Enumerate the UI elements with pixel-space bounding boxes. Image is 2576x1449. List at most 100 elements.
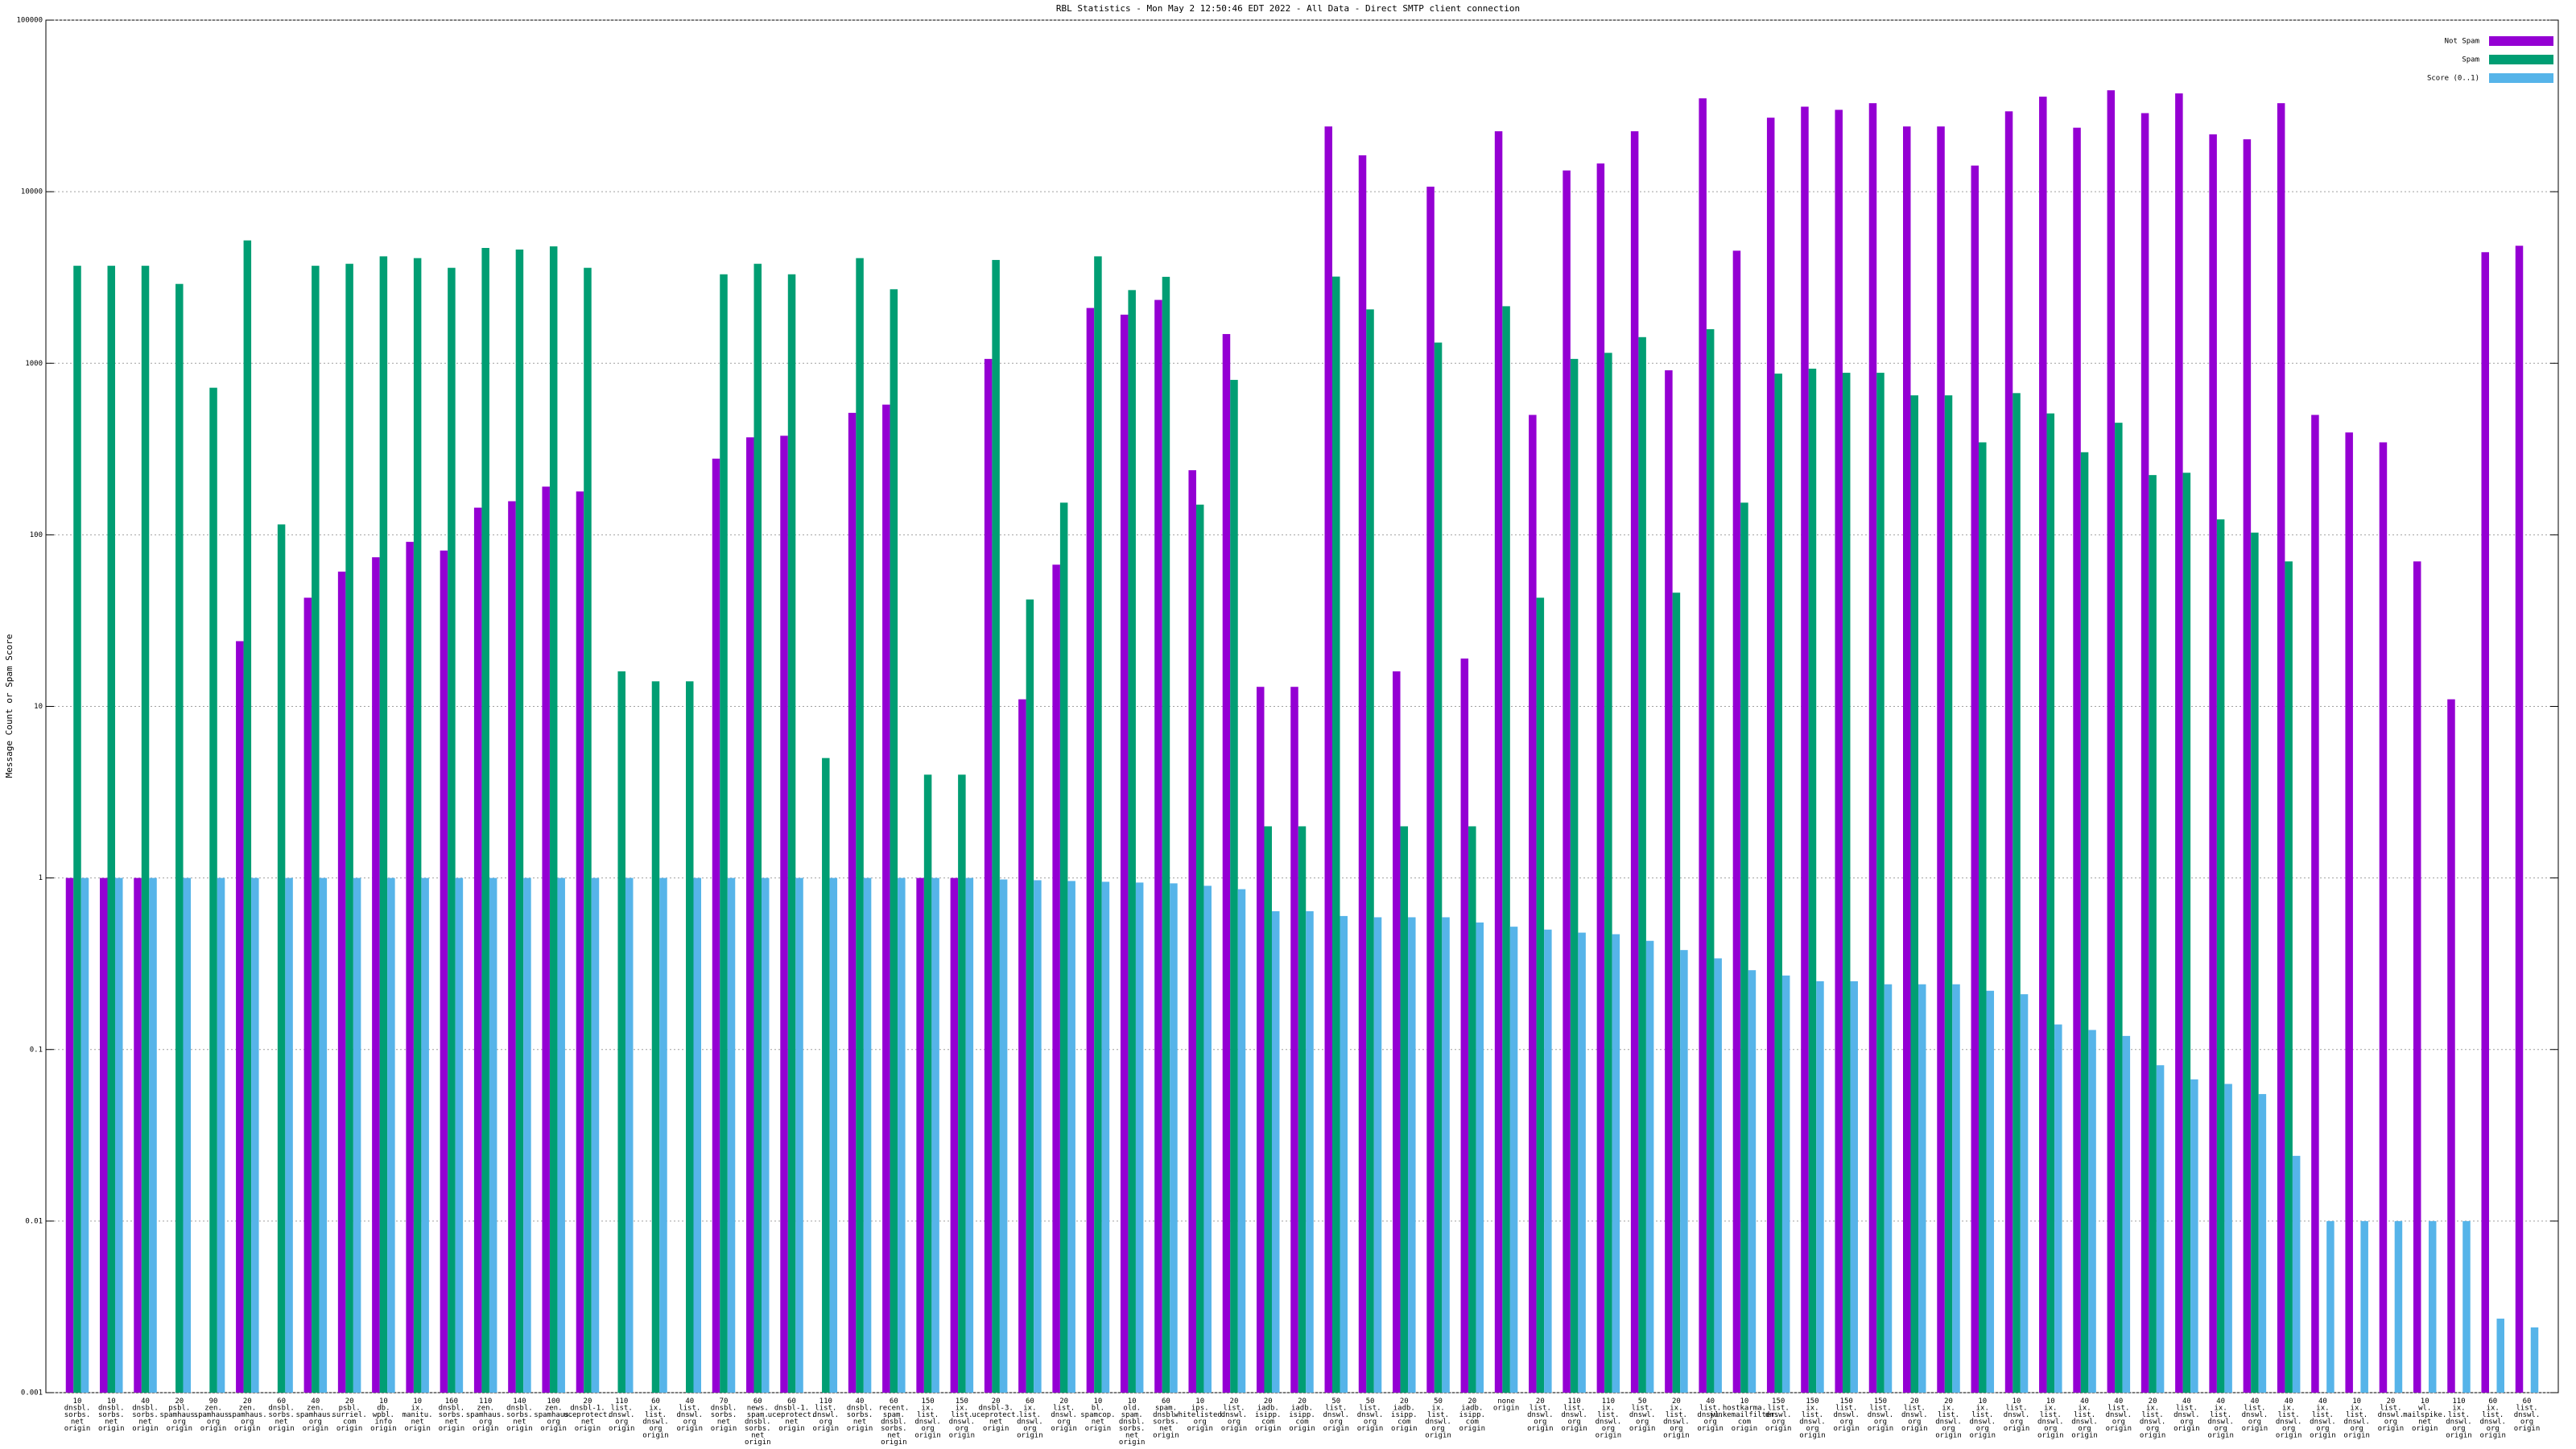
x-tick-label: 50 list. dnswl. org origin [1629,1397,1656,1433]
bar [1373,917,1382,1393]
x-tick-label: 100 zen. spamhaus. org origin [534,1397,573,1433]
x-tick-label: 40 dnsbl. sorbs. net origin [847,1397,873,1433]
bar [1135,882,1144,1393]
bar [421,877,429,1393]
bar [1086,308,1095,1393]
bar [591,877,600,1393]
bar [2122,1035,2131,1393]
y-tick-label: 100000 [16,17,43,25]
bar [1732,250,1741,1393]
x-tick-label: 20 psbl. spamhaus. org origin [159,1397,199,1433]
x-tick-label: 40 ix. list. dnswl. org origin [2207,1397,2234,1440]
x-tick-label: 60 dnsbl-1. uceprotect. net origin [768,1397,816,1433]
bar [1952,984,1960,1393]
bar [1468,826,1476,1393]
bar [337,572,346,1393]
bar [141,266,150,1393]
bar [2080,452,2089,1393]
bar [617,671,625,1393]
bar [856,258,864,1393]
bar [115,877,123,1393]
x-tick-label: 110 ix. list. dnswl. org origin [2446,1397,2472,1440]
bar [277,524,286,1393]
y-tick-label: 0.1 [30,1046,43,1054]
bar [1884,984,1893,1393]
x-tick-label: 110 zen. spamhaus. org origin [466,1397,506,1433]
bar [236,641,244,1393]
bar [923,774,932,1393]
bar [1290,687,1298,1393]
x-tick-label: 20 dnsbl-1. uceprotect. net origin [564,1397,612,1433]
bar [1256,687,1265,1393]
bar [175,283,184,1393]
y-tick-label: 100 [30,531,43,539]
bar [1366,309,1374,1393]
bar [1544,929,1552,1393]
bar [2020,994,2029,1393]
bar [1918,984,1926,1393]
x-tick-label: none origin [1493,1397,1520,1413]
x-tick-label: 20 zen. spamhaus. org origin [228,1397,267,1433]
bar [1596,163,1605,1393]
bar [557,877,565,1393]
x-tick-label: 10 dnsbl. sorbs. net origin [98,1397,125,1433]
bar [2413,561,2421,1393]
bar [2156,1065,2165,1393]
bar [2530,1327,2539,1393]
x-tick-label: 40 ix. list. dnswl. org origin [2071,1397,2098,1440]
bar [848,412,857,1393]
y-axis-label: Message Count or Spam Score [4,634,14,778]
x-tick-label: 20 ix. list. dnswl. org origin [1935,1397,1962,1440]
x-tick-label: 10 ix. list. dnswl. org origin [2343,1397,2370,1440]
bar [107,266,116,1393]
bar [303,597,312,1393]
bar [1094,256,1102,1393]
bar [1699,98,1707,1393]
bar [2326,1220,2334,1393]
bar [1502,306,1510,1393]
x-tick-label: 40 list. dnswl. org origin [2106,1397,2132,1433]
bar [2073,127,2081,1393]
bar [1808,368,1817,1393]
bar [2039,97,2047,1393]
x-tick-label: 150 ix. list. dnswl. org origin [949,1397,976,1440]
x-tick-label: 20 list. dnswl. org origin [1221,1397,1248,1433]
bar [2251,532,2259,1393]
bar [2216,519,2225,1393]
x-tick-label: 60 news. spam. dnsbl. sorbs. net origin [745,1397,771,1447]
bar [2462,1220,2471,1393]
x-tick-label: 20 list. dnswl. org origin [1901,1397,1928,1433]
bar [1034,880,1042,1393]
bar [2149,475,2157,1393]
bar [1154,299,1162,1393]
bar [882,404,890,1393]
bar [1604,353,1612,1393]
bar [727,877,736,1393]
x-tick-label: 50 list. dnswl. org origin [1323,1397,1350,1433]
bar [625,877,634,1393]
bar [1740,502,1748,1393]
y-tick-label: 0.01 [25,1217,43,1225]
bar [686,681,694,1393]
bar [1714,958,1722,1393]
y-tick-label: 10 [34,703,43,711]
bar [1578,932,1586,1393]
bar [251,877,259,1393]
bar [2054,1024,2062,1393]
bar [950,877,959,1393]
bar [2311,415,2319,1393]
x-tick-label: 60 list. dnswl. org origin [2514,1397,2541,1433]
bar [1645,940,1654,1393]
bar [379,256,388,1393]
bar [1324,126,1333,1393]
x-tick-label: 20 psbl. surriel. com origin [332,1397,366,1433]
bar [584,267,592,1393]
bar [1162,276,1170,1393]
bar [659,877,667,1393]
x-tick-label: 110 list. dnswl. org origin [1561,1397,1587,1433]
bar [2285,561,2293,1393]
bar [1222,333,1231,1393]
x-tick-label: 20 list. dnswl. org origin [1051,1397,1077,1433]
bar [1986,990,1995,1393]
bar [898,877,906,1393]
